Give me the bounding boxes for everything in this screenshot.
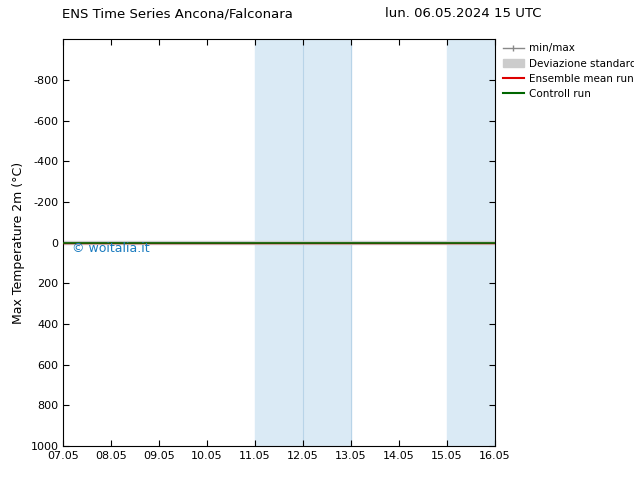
Legend: min/max, Deviazione standard, Ensemble mean run, Controll run: min/max, Deviazione standard, Ensemble m… bbox=[499, 39, 634, 103]
Text: © woitalia.it: © woitalia.it bbox=[72, 242, 150, 255]
Text: ENS Time Series Ancona/Falconara: ENS Time Series Ancona/Falconara bbox=[62, 7, 293, 21]
Text: lun. 06.05.2024 15 UTC: lun. 06.05.2024 15 UTC bbox=[385, 7, 541, 21]
Bar bbox=[446, 39, 495, 446]
Bar bbox=[255, 39, 351, 446]
Y-axis label: Max Temperature 2m (°C): Max Temperature 2m (°C) bbox=[12, 162, 25, 323]
